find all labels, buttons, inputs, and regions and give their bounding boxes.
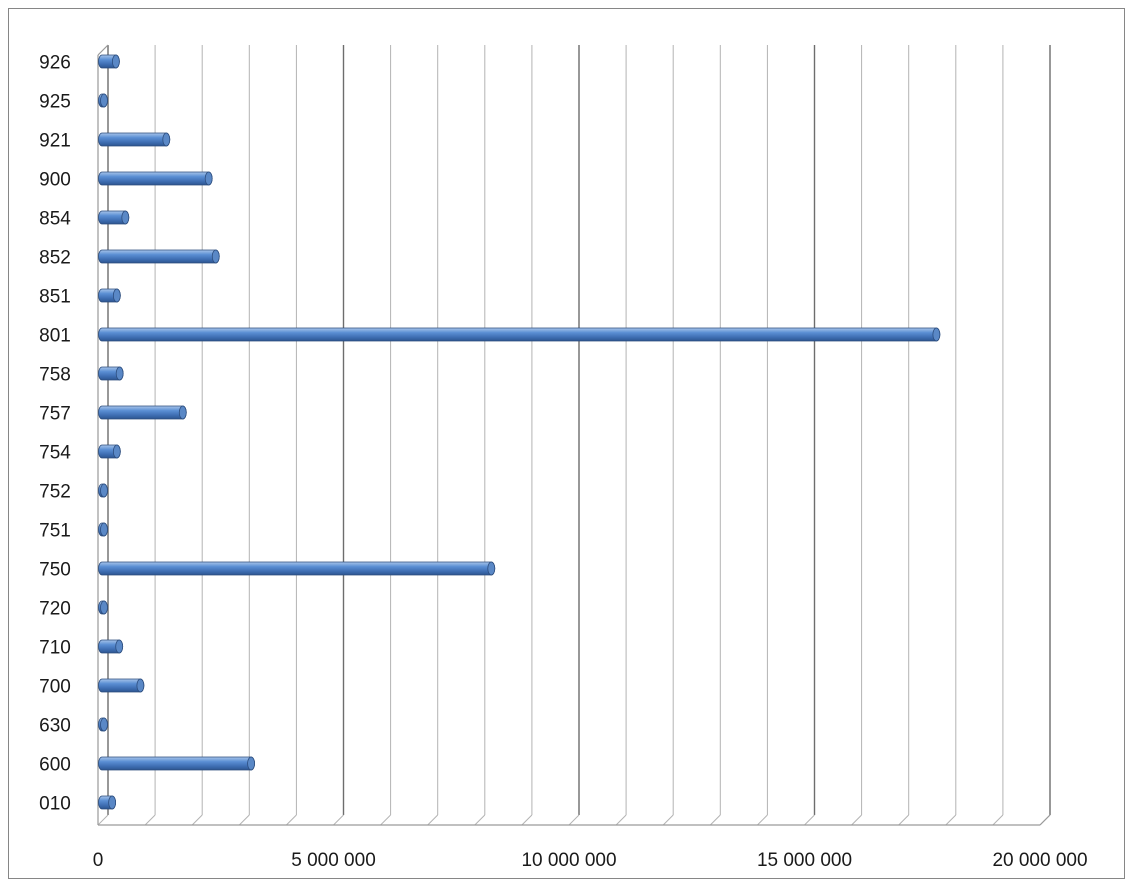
- bar-cap: [162, 132, 171, 147]
- y-tick-label: 754: [39, 443, 71, 464]
- bar: [98, 249, 220, 264]
- floor-gridline: [97, 814, 109, 826]
- bar: [98, 132, 171, 147]
- axis-layer: [97, 44, 1051, 826]
- bar-cap: [178, 405, 187, 420]
- bar-cap: [100, 522, 108, 537]
- bar: [98, 405, 187, 420]
- x-tick-label: 10 000 000: [521, 850, 616, 871]
- x-tick-label: 5 000 000: [291, 850, 376, 871]
- y-tick-label: 921: [39, 131, 71, 152]
- bar: [98, 756, 255, 771]
- y-tick-label: 630: [39, 716, 71, 737]
- floor-gridline: [191, 814, 203, 826]
- bar: [98, 327, 941, 342]
- x-tick-label: 15 000 000: [757, 850, 852, 871]
- bar-cap: [247, 756, 255, 771]
- bar-cap: [108, 795, 117, 810]
- bar-cap: [487, 561, 496, 576]
- floor-gridline: [757, 814, 768, 826]
- bar-cap: [121, 210, 130, 225]
- bar-cap: [136, 678, 145, 693]
- y-tick-label: 758: [39, 365, 71, 386]
- floor-gridline: [568, 814, 580, 826]
- x-tick-label: 0: [93, 850, 104, 871]
- bar-cap: [112, 288, 121, 303]
- bar-cap: [115, 366, 124, 381]
- floor-gridline: [238, 814, 250, 826]
- chart-frame: [8, 8, 1125, 879]
- y-tick-label: 010: [39, 794, 71, 815]
- floor-gridline: [474, 814, 486, 826]
- bar: [98, 171, 213, 186]
- floor-gridline: [521, 814, 533, 826]
- label-layer: 0 5 000 000 10 000 000 15 000 000 20 000 000…: [39, 53, 1087, 872]
- y-tick-label: 750: [39, 560, 71, 581]
- bar-layer: [98, 54, 941, 810]
- bar-cap: [211, 249, 220, 264]
- x-axis-depth-right: [1039, 814, 1051, 826]
- floor-gridline: [333, 814, 344, 826]
- bar-cap: [100, 93, 108, 108]
- y-tick-label: 852: [39, 248, 71, 269]
- floor-gridline: [992, 814, 1004, 826]
- bar-cap: [100, 483, 108, 498]
- floor-gridline: [615, 814, 627, 826]
- y-tick-label: 752: [39, 482, 71, 503]
- y-tick-label: 720: [39, 599, 71, 620]
- y-tick-label: 925: [39, 92, 71, 113]
- y-tick-label: 854: [39, 209, 71, 230]
- bar: [98, 561, 496, 576]
- floor-gridline: [851, 814, 862, 826]
- y-tick-label: 926: [39, 53, 71, 74]
- floor-gridline: [945, 814, 957, 826]
- y-tick-label: 801: [39, 326, 71, 347]
- bar-cap: [112, 444, 121, 459]
- floor-gridline: [898, 814, 910, 826]
- bar-cap: [204, 171, 213, 186]
- floor-gridline: [804, 814, 815, 826]
- floor-gridline: [427, 814, 439, 826]
- y-axis-depth-top: [97, 44, 109, 56]
- floor-gridline: [662, 814, 674, 826]
- floor-gridline: [380, 814, 391, 826]
- grid-layer: [97, 45, 1051, 826]
- floor-gridline: [144, 814, 156, 826]
- floor-gridline: [286, 814, 297, 826]
- bar-cap: [932, 327, 941, 342]
- bar-cap: [100, 717, 108, 732]
- y-tick-label: 751: [39, 521, 71, 542]
- floor-gridline: [709, 814, 721, 826]
- bar-cap: [100, 600, 108, 615]
- y-tick-label: 600: [39, 755, 71, 776]
- y-tick-label: 710: [39, 638, 71, 659]
- y-tick-label: 851: [39, 287, 71, 308]
- y-tick-label: 700: [39, 677, 71, 698]
- y-tick-label: 757: [39, 404, 71, 425]
- y-tick-label: 900: [39, 170, 71, 191]
- bar-cap: [115, 639, 124, 654]
- x-tick-label: 20 000 000: [992, 850, 1087, 871]
- bar-cap: [111, 54, 120, 69]
